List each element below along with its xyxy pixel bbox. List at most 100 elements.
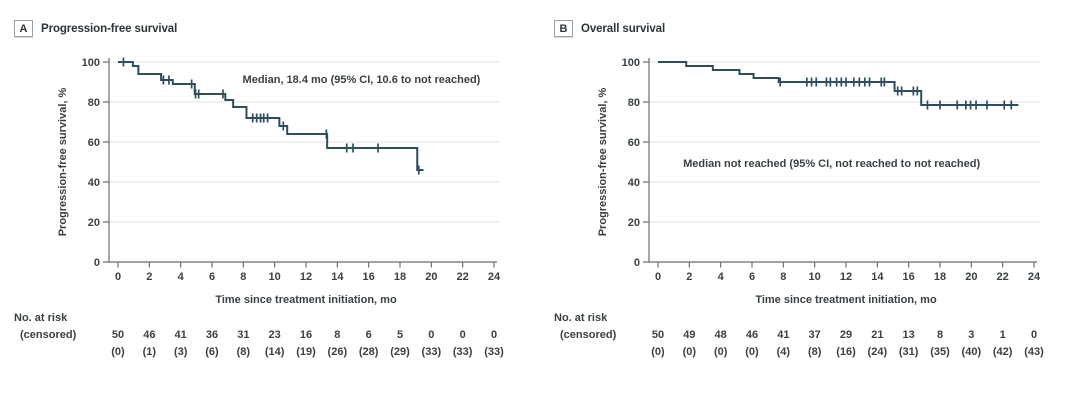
censored-count: (16) <box>836 346 856 358</box>
y-tick-label: 60 <box>88 137 100 149</box>
censored-count: (33) <box>422 346 442 358</box>
panel-a-title: Progression-free survival <box>41 22 178 35</box>
y-tick-label: 80 <box>628 97 640 109</box>
censored-count: (26) <box>328 346 348 358</box>
panel-b: B Overall survival 0 20 40 60 80 100 0 2 4 6 8 10 12… <box>540 0 1080 400</box>
censored-count: (29) <box>390 346 410 358</box>
risk-table-header: No. at risk <box>554 312 608 324</box>
x-tick-label: 6 <box>749 271 755 283</box>
y-tick-label: 20 <box>88 217 100 229</box>
censored-count: (1) <box>143 346 157 358</box>
at-risk-count: 16 <box>300 329 312 341</box>
x-tick-label: 4 <box>718 271 725 283</box>
at-risk-count: 50 <box>112 329 124 341</box>
censored-count: (8) <box>808 346 822 358</box>
censored-count: (33) <box>484 346 504 358</box>
y-tick-label: 100 <box>622 57 640 69</box>
panel-a-letter-badge: A <box>14 20 33 37</box>
at-risk-count: 46 <box>143 329 155 341</box>
censored-count: (33) <box>453 346 473 358</box>
censored-count: (35) <box>930 346 950 358</box>
at-risk-count: 0 <box>428 329 434 341</box>
km-curve <box>658 61 1019 106</box>
at-risk-count: 3 <box>968 329 974 341</box>
censored-count: (0) <box>714 346 728 358</box>
censored-count: (19) <box>296 346 316 358</box>
y-tick-label: 40 <box>88 177 100 189</box>
at-risk-count: 48 <box>715 329 727 341</box>
at-risk-count: 1 <box>1000 329 1006 341</box>
panel-b-header: B Overall survival <box>554 20 665 37</box>
km-curve <box>118 61 424 171</box>
at-risk-count: 5 <box>397 329 403 341</box>
y-tick-label: 100 <box>82 57 100 69</box>
x-tick-label: 4 <box>178 271 185 283</box>
censored-count: (6) <box>205 346 219 358</box>
y-axis-title: Progression-free survival, % <box>597 88 609 237</box>
censored-count: (31) <box>899 346 919 358</box>
x-tick-label: 20 <box>965 271 977 283</box>
y-tick-label: 20 <box>628 217 640 229</box>
risk-censored-header: (censored) <box>20 329 77 341</box>
censored-count: (4) <box>777 346 791 358</box>
x-tick-label: 8 <box>240 271 246 283</box>
panel-a-header: A Progression-free survival <box>14 20 177 37</box>
x-tick-label: 18 <box>934 271 946 283</box>
at-risk-count: 0 <box>460 329 466 341</box>
at-risk-count: 0 <box>491 329 497 341</box>
at-risk-count: 21 <box>871 329 883 341</box>
at-risk-count: 41 <box>777 329 789 341</box>
at-risk-count: 8 <box>937 329 943 341</box>
y-axis-title: Progression-free survival, % <box>57 88 69 237</box>
y-tick-label: 60 <box>628 137 640 149</box>
censored-count: (24) <box>868 346 888 358</box>
x-tick-label: 16 <box>363 271 375 283</box>
censored-count: (43) <box>1024 346 1044 358</box>
at-risk-count: 36 <box>206 329 218 341</box>
x-tick-label: 24 <box>488 271 501 283</box>
x-axis-title: Time since treatment initiation, mo <box>215 294 397 306</box>
x-tick-label: 22 <box>457 271 469 283</box>
x-tick-label: 16 <box>903 271 915 283</box>
x-axis-title: Time since treatment initiation, mo <box>755 294 937 306</box>
censored-count: (42) <box>993 346 1013 358</box>
x-tick-label: 20 <box>425 271 437 283</box>
censored-count: (40) <box>962 346 982 358</box>
x-tick-label: 0 <box>655 271 661 283</box>
x-tick-label: 6 <box>209 271 215 283</box>
at-risk-count: 50 <box>652 329 664 341</box>
y-tick-label: 80 <box>88 97 100 109</box>
censored-count: (8) <box>237 346 251 358</box>
x-tick-label: 0 <box>115 271 121 283</box>
censored-count: (3) <box>174 346 188 358</box>
y-tick-label: 40 <box>628 177 640 189</box>
panel-b-letter-badge: B <box>554 20 573 37</box>
censored-count: (0) <box>651 346 665 358</box>
panel-b-title: Overall survival <box>581 22 666 35</box>
risk-censored-header: (censored) <box>560 329 617 341</box>
censored-count: (14) <box>265 346 285 358</box>
at-risk-count: 0 <box>1031 329 1037 341</box>
at-risk-count: 49 <box>683 329 695 341</box>
x-tick-label: 18 <box>394 271 406 283</box>
x-tick-label: 10 <box>809 271 821 283</box>
x-tick-label: 12 <box>300 271 312 283</box>
at-risk-count: 41 <box>175 329 187 341</box>
risk-table-header: No. at risk <box>14 312 68 324</box>
at-risk-count: 13 <box>903 329 915 341</box>
at-risk-count: 46 <box>746 329 758 341</box>
x-tick-label: 2 <box>686 271 692 283</box>
y-tick-label: 0 <box>634 257 640 269</box>
censored-count: (0) <box>745 346 759 358</box>
x-tick-label: 10 <box>269 271 281 283</box>
at-risk-count: 31 <box>237 329 249 341</box>
at-risk-count: 29 <box>840 329 852 341</box>
censored-count: (0) <box>683 346 697 358</box>
panel-a: A Progression-free survival 0 20 40 60 80 100… <box>14 20 504 358</box>
at-risk-count: 6 <box>366 329 372 341</box>
median-annotation: Median, 18.4 mo (95% CI, 10.6 to not rea… <box>243 74 481 86</box>
at-risk-count: 8 <box>334 329 340 341</box>
at-risk-count: 37 <box>809 329 821 341</box>
